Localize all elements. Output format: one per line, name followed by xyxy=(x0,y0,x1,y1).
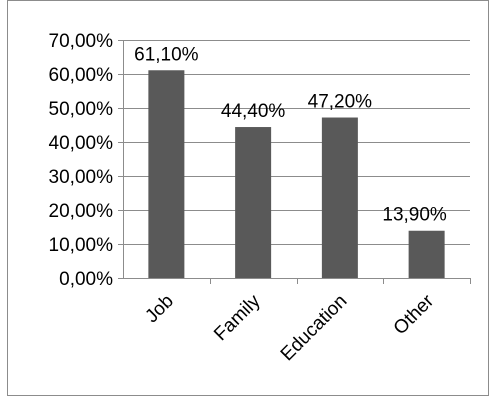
y-tick-label: 0,00% xyxy=(59,269,113,290)
y-tick-label: 40,00% xyxy=(49,133,114,154)
bar-job xyxy=(148,70,185,278)
bar-other xyxy=(408,230,445,278)
data-label-education: 47,20% xyxy=(308,92,373,113)
data-label-job: 61,10% xyxy=(134,44,199,65)
y-tick-label: 10,00% xyxy=(49,235,114,256)
y-tick-label: 30,00% xyxy=(49,167,114,188)
data-label-family: 44,40% xyxy=(221,101,286,122)
y-tick-label: 60,00% xyxy=(49,65,114,86)
y-tick-label: 70,00% xyxy=(49,31,114,52)
y-tick-label: 50,00% xyxy=(49,99,114,120)
y-tick-label: 20,00% xyxy=(49,201,114,222)
bars xyxy=(148,70,445,279)
data-label-other: 13,90% xyxy=(382,205,447,226)
bar-education xyxy=(321,117,358,279)
axes xyxy=(118,40,471,284)
bar-family xyxy=(235,127,272,278)
